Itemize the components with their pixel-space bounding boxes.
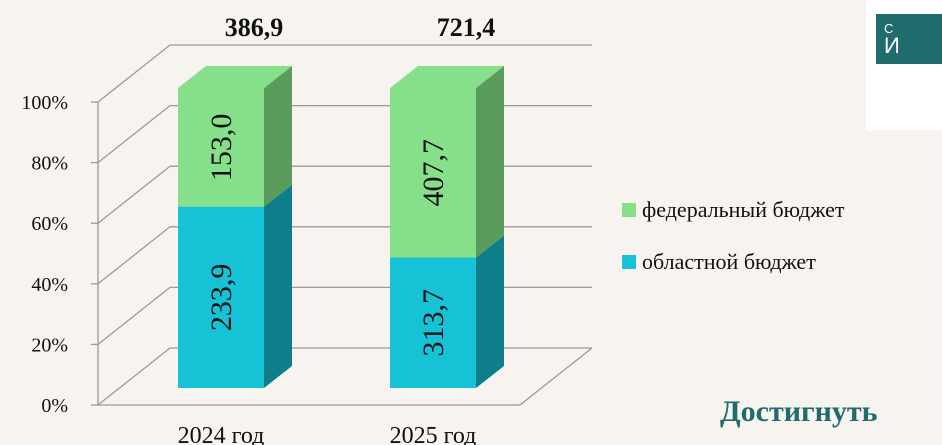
bar-segment — [390, 88, 476, 258]
bar-top — [390, 66, 504, 88]
legend-swatch — [622, 203, 636, 217]
logo: С И — [876, 14, 942, 64]
bar-segment — [178, 206, 264, 388]
bar-segment-side — [264, 184, 292, 388]
bar-segment-side — [476, 235, 504, 388]
bar-segment-side — [476, 66, 504, 258]
x-tick-label: 2024 год — [178, 423, 265, 445]
gridline-diagonal — [97, 165, 171, 224]
total-label: 721,4 — [437, 13, 496, 42]
legend-item: областной бюджет — [622, 248, 844, 276]
data-label: 233,9 — [205, 264, 238, 332]
bar-segment — [390, 257, 476, 388]
data-label: 407,7 — [417, 139, 450, 207]
legend: федеральный бюджет областной бюджет — [622, 196, 844, 300]
gridline-diagonal — [97, 226, 171, 285]
y-tick-label: 0% — [41, 395, 68, 417]
legend-label: федеральный бюджет — [642, 197, 845, 222]
legend-label: областной бюджет — [642, 249, 816, 274]
x-tick-label: 2025 год — [390, 423, 477, 445]
footer-heading: Достигнуть — [720, 395, 878, 428]
y-tick-label: 100% — [21, 92, 68, 114]
legend-item: федеральный бюджет — [622, 196, 844, 224]
y-tick-label: 80% — [31, 153, 68, 175]
logo-small-text: С — [884, 21, 894, 36]
y-tick-label: 20% — [31, 334, 68, 356]
logo-big-text: И — [884, 33, 900, 58]
gridline-diagonal — [97, 347, 171, 406]
gridline-diagonal — [97, 105, 171, 164]
logo-panel: С И — [866, 0, 942, 130]
legend-swatch — [622, 255, 636, 269]
y-tick-label: 60% — [31, 213, 68, 235]
bar-top — [178, 66, 292, 88]
data-label: 313,7 — [417, 289, 450, 357]
bar-segment — [178, 88, 264, 207]
gridline-diagonal — [97, 44, 171, 103]
data-label: 153,0 — [205, 114, 238, 182]
gridline-diagonal — [97, 286, 171, 345]
floor-side-edge — [519, 347, 593, 406]
y-tick-label: 40% — [31, 274, 68, 296]
bar-segment-side — [264, 66, 292, 207]
total-label: 386,9 — [225, 13, 284, 42]
